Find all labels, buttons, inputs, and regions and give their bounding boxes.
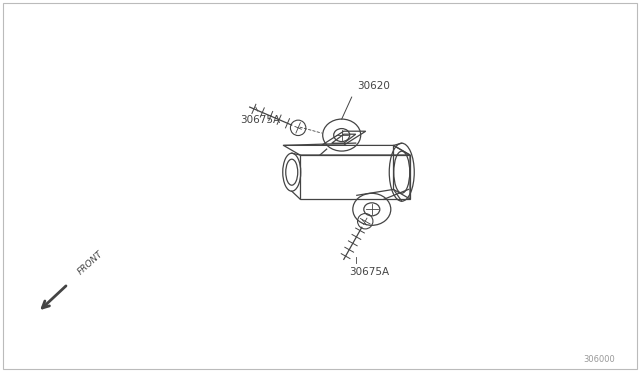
Text: 30675A: 30675A — [349, 267, 389, 277]
Text: FRONT: FRONT — [76, 249, 105, 276]
Text: 30620: 30620 — [356, 81, 390, 91]
Text: 30675A: 30675A — [240, 115, 280, 125]
Text: 306000: 306000 — [583, 355, 615, 364]
